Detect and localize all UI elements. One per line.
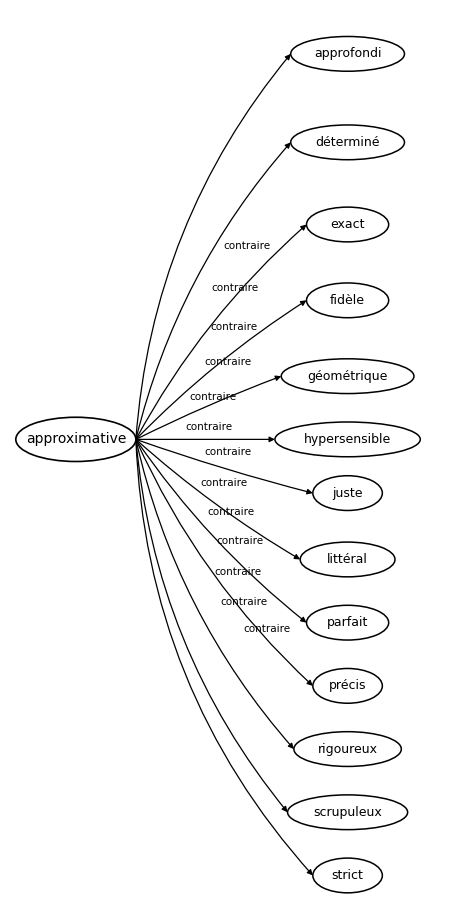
- Ellipse shape: [307, 283, 389, 318]
- Text: contraire: contraire: [185, 422, 232, 432]
- FancyArrowPatch shape: [136, 439, 311, 494]
- FancyArrowPatch shape: [136, 143, 290, 439]
- FancyArrowPatch shape: [136, 225, 305, 439]
- Ellipse shape: [300, 542, 395, 577]
- Text: contraire: contraire: [217, 536, 264, 546]
- Ellipse shape: [307, 207, 389, 242]
- FancyArrowPatch shape: [136, 55, 290, 439]
- Ellipse shape: [313, 475, 383, 510]
- Text: rigoureux: rigoureux: [318, 743, 378, 756]
- Text: contraire: contraire: [224, 241, 271, 251]
- Text: contraire: contraire: [201, 478, 248, 487]
- Text: hypersensible: hypersensible: [304, 433, 391, 446]
- Ellipse shape: [291, 37, 404, 71]
- Text: contraire: contraire: [189, 392, 236, 402]
- Text: contraire: contraire: [208, 507, 255, 517]
- Text: exact: exact: [330, 218, 365, 231]
- FancyArrowPatch shape: [136, 439, 287, 811]
- Text: contraire: contraire: [205, 357, 252, 367]
- FancyArrowPatch shape: [136, 438, 273, 441]
- Text: déterminé: déterminé: [315, 136, 380, 149]
- FancyArrowPatch shape: [136, 439, 305, 622]
- Ellipse shape: [291, 125, 404, 160]
- Text: littéral: littéral: [327, 553, 368, 566]
- Text: approfondi: approfondi: [314, 47, 382, 60]
- Text: juste: juste: [332, 486, 363, 499]
- Ellipse shape: [288, 795, 408, 830]
- Text: fidèle: fidèle: [330, 294, 365, 306]
- FancyArrowPatch shape: [136, 377, 280, 439]
- Text: contraire: contraire: [220, 596, 267, 606]
- Ellipse shape: [313, 668, 383, 703]
- Text: contraire: contraire: [210, 322, 257, 332]
- Ellipse shape: [294, 732, 401, 766]
- Ellipse shape: [16, 417, 136, 462]
- FancyArrowPatch shape: [136, 439, 293, 748]
- Ellipse shape: [307, 605, 389, 640]
- Text: contraire: contraire: [243, 624, 291, 634]
- Ellipse shape: [281, 359, 414, 393]
- FancyArrowPatch shape: [136, 439, 299, 558]
- FancyArrowPatch shape: [136, 439, 312, 874]
- FancyArrowPatch shape: [136, 301, 305, 439]
- FancyArrowPatch shape: [136, 439, 312, 685]
- Text: parfait: parfait: [327, 617, 368, 629]
- Ellipse shape: [313, 858, 383, 893]
- Text: géométrique: géométrique: [308, 370, 388, 383]
- Text: scrupuleux: scrupuleux: [313, 806, 382, 819]
- Text: strict: strict: [332, 869, 364, 882]
- Text: contraire: contraire: [214, 567, 261, 577]
- Ellipse shape: [275, 422, 420, 457]
- Text: contraire: contraire: [205, 447, 252, 457]
- Text: approximative: approximative: [26, 432, 126, 447]
- Text: précis: précis: [329, 679, 366, 692]
- Text: contraire: contraire: [211, 282, 258, 293]
